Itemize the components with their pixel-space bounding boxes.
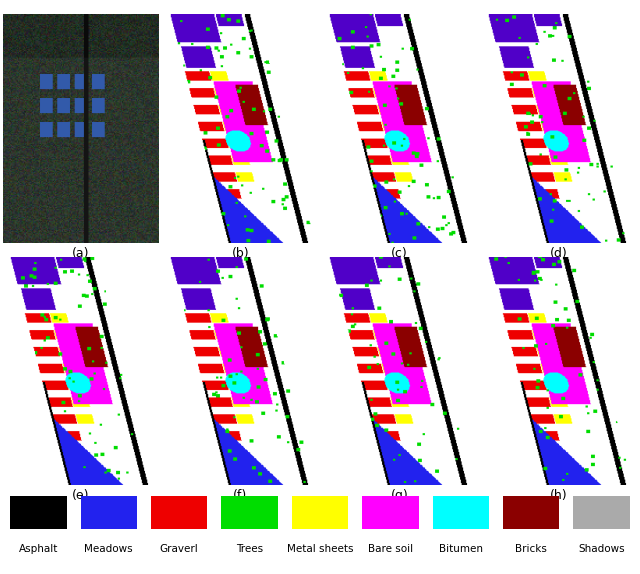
- Text: Shadows: Shadows: [579, 544, 625, 554]
- X-axis label: (f): (f): [233, 489, 248, 502]
- Bar: [221, 495, 278, 529]
- X-axis label: (d): (d): [550, 247, 568, 260]
- Text: Graverl: Graverl: [160, 544, 198, 554]
- X-axis label: (b): (b): [232, 247, 249, 260]
- Bar: [503, 495, 559, 529]
- X-axis label: (e): (e): [72, 489, 90, 502]
- Text: Trees: Trees: [236, 544, 263, 554]
- Text: Metal sheets: Metal sheets: [287, 544, 353, 554]
- Bar: [81, 495, 137, 529]
- X-axis label: (c): (c): [391, 247, 408, 260]
- Bar: [362, 495, 419, 529]
- Text: Meadows: Meadows: [84, 544, 133, 554]
- Text: Bitumen: Bitumen: [439, 544, 483, 554]
- Bar: [10, 495, 67, 529]
- Text: Asphalt: Asphalt: [19, 544, 58, 554]
- Text: Bare soil: Bare soil: [368, 544, 413, 554]
- X-axis label: (g): (g): [391, 489, 408, 502]
- Bar: [292, 495, 348, 529]
- Bar: [151, 495, 207, 529]
- X-axis label: (a): (a): [72, 247, 90, 260]
- Bar: [573, 495, 630, 529]
- Text: Bricks: Bricks: [515, 544, 547, 554]
- Bar: [433, 495, 489, 529]
- X-axis label: (h): (h): [550, 489, 568, 502]
